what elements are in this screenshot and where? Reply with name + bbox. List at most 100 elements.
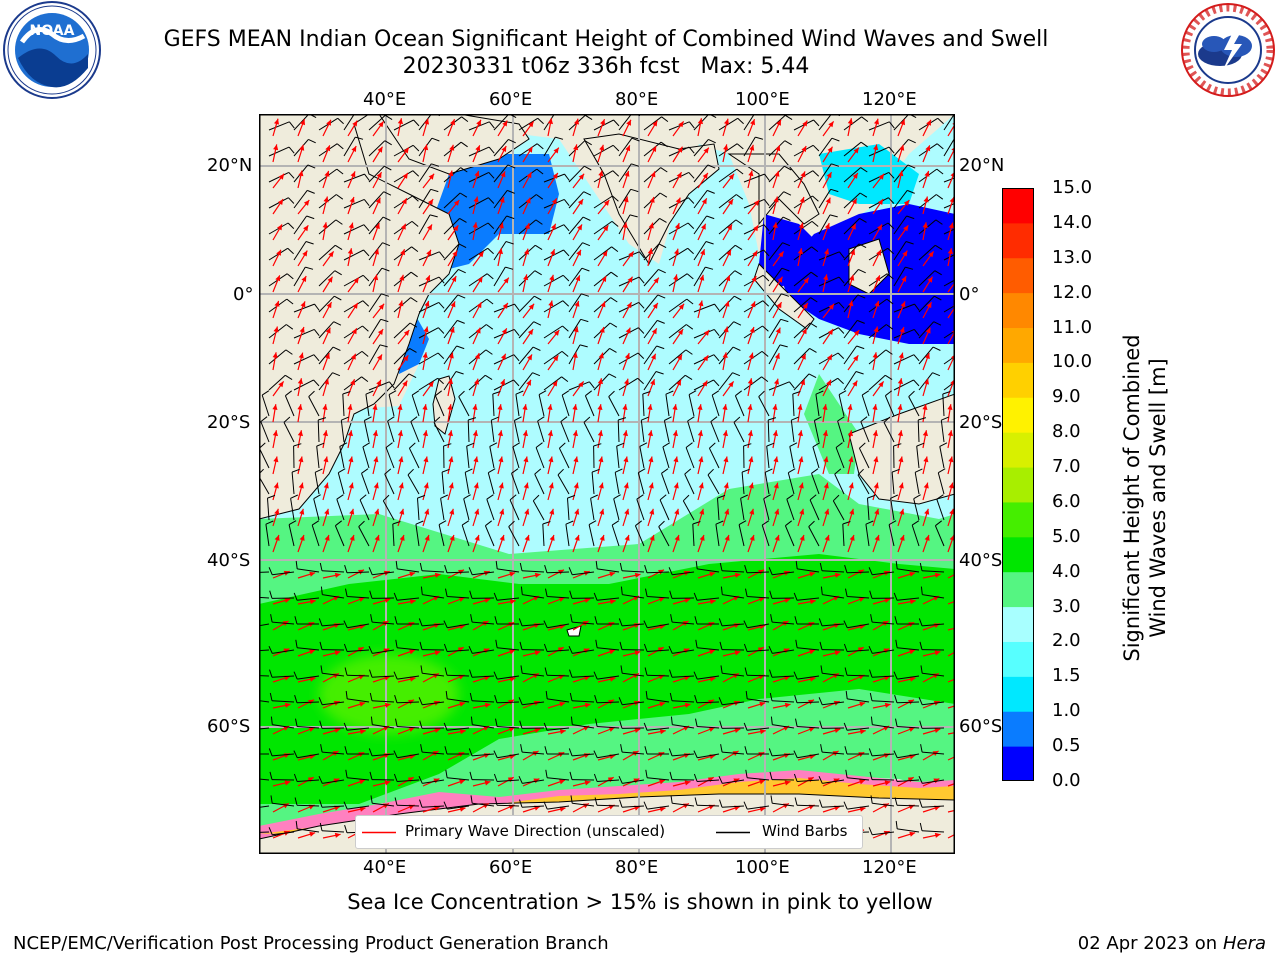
wind-barb-flag [764,468,773,473]
wind-barb-flag [431,137,440,142]
wave-direction-arrowhead [934,572,941,578]
wind-barb-flag [518,775,523,784]
wave-direction-arrow [947,600,955,605]
wind-barb [561,394,570,417]
wind-barb-flag [363,249,370,257]
wave-direction-arrowhead [722,430,728,437]
wave-direction-arrowhead [409,649,415,655]
wind-barb-flag [736,194,744,200]
wind-barb [697,675,720,680]
wind-barb-flag [535,219,543,225]
wave-direction-arrowhead [809,676,816,682]
wave-direction-arrowhead [947,248,953,255]
wind-barb-flag [693,592,698,601]
wind-barb [772,724,795,729]
wind-barb-flag [768,567,773,575]
wind-barb-flag [785,520,793,527]
wind-barb-flag [411,246,419,252]
wind-barb-flag [686,273,694,280]
wave-direction-arrowhead [474,170,480,177]
wind-barb-flag [694,797,698,806]
wind-barb-flag [520,665,523,674]
wind-barb-flag [362,274,370,282]
wind-barb [843,345,858,365]
wave-direction-arrowhead [472,222,478,228]
wind-barb [572,802,595,807]
sea-ice-caption-text: Sea Ice Concentration > 15% is shown in … [347,890,933,914]
wind-barb [797,726,820,729]
wind-barb-flag [545,588,548,597]
wind-barb-flag [593,773,598,782]
wind-barb-flag [670,716,673,725]
wind-barb-flag [668,748,673,757]
wave-direction-arrowhead [549,508,555,515]
wind-barb-flag [761,376,769,382]
wind-barb-flag [409,442,416,449]
wind-barb-flag [695,718,698,727]
wind-barb [372,649,395,654]
wave-direction-arrowhead [373,274,379,281]
wave-direction-arrowhead [508,622,515,627]
wind-barb-flag [295,820,298,829]
wind-barb-flag [905,241,914,245]
wind-barb-flag [410,271,418,278]
wind-barb-flag [642,391,651,395]
wind-barb-flag [918,618,923,627]
wave-direction-arrowhead [358,597,365,602]
wave-direction-arrowhead [849,508,855,515]
wind-barb [722,672,745,677]
wind-barb-flag [860,416,868,422]
wind-barb [372,621,395,625]
wind-barb-flag [570,795,573,804]
wave-direction-arrowhead [800,171,806,178]
wind-barb-flag [265,520,274,525]
wind-barb-flag [914,468,923,473]
wave-direction-arrowhead [884,702,891,708]
wind-barb-flag [860,141,868,148]
wind-barb-flag [735,219,743,225]
wind-barb-flag [461,116,469,122]
wave-direction-arrowhead [553,330,560,336]
wave-direction-arrowhead [309,676,316,682]
wind-barb [697,726,720,729]
wave-direction-arrowhead [784,780,791,786]
wind-barb-flag [584,165,592,171]
wind-barb [643,116,662,131]
wind-barb-flag [732,372,741,377]
wave-direction-arrowhead [774,353,780,360]
wave-direction-arrowhead [824,223,830,230]
wind-barb [322,751,345,755]
colorbar-block [1002,676,1034,712]
wind-barb-flag [620,586,623,595]
wind-barb [443,320,458,339]
wave-direction-arrowhead [448,482,454,489]
wind-barb-flag [791,416,799,421]
wind-barb [761,524,770,547]
wind-barb [397,753,420,759]
wind-barb [497,568,520,573]
wind-barb [318,295,335,313]
wind-barb-flag [307,164,316,169]
wind-barb [382,500,395,521]
wave-direction-arrowhead [422,352,428,358]
wind-barb [441,472,445,495]
wind-barb [943,136,955,157]
wave-direction-arrowhead [409,676,416,682]
tasman-coast [804,374,859,474]
wind-barb-flag [687,247,694,255]
wave-direction-arrowhead [801,353,806,360]
wind-barb [643,269,659,287]
wave-direction-arrowhead [322,222,328,228]
wind-barb [297,753,320,759]
wave-direction-arrowhead [327,276,333,283]
wind-barb [818,301,840,313]
wind-barb [722,594,745,599]
wind-barb [743,136,756,157]
wind-barb-flag [318,417,327,421]
wave-direction-arrowhead [403,355,409,362]
lon-label-bottom: 40°E [363,857,407,878]
wind-barb-flag [570,716,573,725]
lat-label-right: 0° [959,284,980,305]
wave-direction-arrowhead [649,508,655,515]
wind-barb [883,422,895,443]
